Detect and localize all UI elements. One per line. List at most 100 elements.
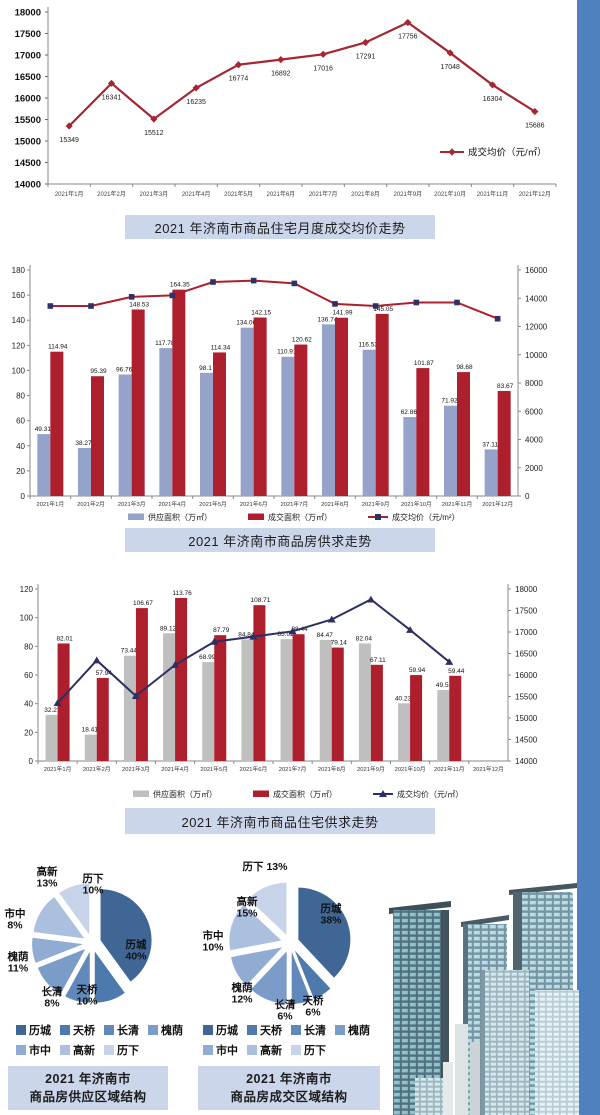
svg-text:2021年5月: 2021年5月 [200,765,228,773]
svg-text:18.41: 18.41 [82,727,99,734]
svg-text:2021年5月: 2021年5月 [224,190,253,198]
svg-text:17500: 17500 [15,29,41,40]
front-glass-towers [415,970,579,1115]
svg-text:83.67: 83.67 [497,383,514,390]
svg-text:136.74: 136.74 [318,316,338,323]
svg-text:2021年11月: 2021年11月 [442,500,473,508]
svg-text:2021年12月: 2021年12月 [519,190,551,198]
svg-text:67.11: 67.11 [370,657,386,664]
svg-text:历下 13%: 历下 13% [243,861,289,873]
svg-text:2021年2月: 2021年2月 [97,190,126,198]
svg-text:20: 20 [24,728,33,737]
svg-text:71.92: 71.92 [441,398,458,405]
svg-text:2021年11月: 2021年11月 [434,765,465,773]
pie1-title: 2021 年济南市 商品房供应区域结构 [8,1066,168,1110]
pie1-title-line1: 2021 年济南市 [45,1071,131,1086]
svg-text:2021年11月: 2021年11月 [477,190,509,198]
svg-text:80: 80 [16,392,25,401]
svg-text:60: 60 [16,417,25,426]
svg-text:100: 100 [12,366,26,375]
svg-text:长清6%: 长清 6% [275,998,296,1023]
svg-text:14000: 14000 [525,294,548,303]
legend-label: 历下 [117,1045,139,1057]
svg-text:2021年2月: 2021年2月 [83,765,111,773]
legend-swatch-icon [291,1025,301,1035]
svg-text:16500: 16500 [515,650,538,659]
svg-text:62.86: 62.86 [401,409,418,416]
svg-text:116.53: 116.53 [358,342,378,349]
pie2-title-line1: 2021 年济南市 [246,1071,332,1086]
legend-swatch-icon [16,1025,26,1035]
svg-text:16500: 16500 [15,72,41,83]
svg-text:成交面积（万㎡）: 成交面积（万㎡） [273,789,337,799]
svg-text:17048: 17048 [440,64,460,71]
legend-swatch-icon [247,1025,257,1035]
svg-text:15512: 15512 [144,130,164,137]
svg-text:6000: 6000 [525,407,543,416]
legend-swatch-icon [247,1045,257,1055]
svg-text:16304: 16304 [483,96,503,103]
pie-legend-row: 市中 高新 历下 [203,1042,378,1058]
svg-text:2021年3月: 2021年3月 [122,765,150,773]
legend-label: 长清 [304,1025,326,1037]
svg-text:108.71: 108.71 [250,597,270,604]
svg-text:113.76: 113.76 [172,590,192,597]
svg-text:15000: 15000 [515,714,538,723]
svg-text:10000: 10000 [525,351,548,360]
svg-text:2000: 2000 [525,464,543,473]
svg-text:164.35: 164.35 [170,282,190,289]
pie-legend-row: 历城 天桥 长清 槐荫 [16,1022,186,1038]
svg-text:114.94: 114.94 [48,344,68,351]
svg-text:2021年6月: 2021年6月 [240,765,268,773]
svg-text:成交均价（元/㎡）: 成交均价（元/㎡） [468,147,547,159]
pie-legend-item-高新: 高新 [60,1042,95,1058]
legend-label: 历下 [304,1045,326,1057]
svg-text:134.06: 134.06 [236,320,256,327]
svg-text:59.44: 59.44 [448,668,465,675]
svg-text:2021年8月: 2021年8月 [318,765,346,773]
legend-swatch-icon [60,1025,70,1035]
svg-text:110.91: 110.91 [277,349,297,356]
svg-text:15500: 15500 [15,115,41,126]
pie-legend-item-槐荫: 槐荫 [335,1022,370,1038]
supply-region-pie-chart: 历城 40% 天桥 10% 长清 8% 槐荫 11% 市中 8% 高新 13% 历下 10% [5,865,152,1010]
supply-region-pie-legend: 历城 天桥 长清 槐荫市中 高新 历下 [16,1022,186,1058]
svg-text:89.12: 89.12 [160,625,177,632]
svg-text:101.87: 101.87 [414,360,434,367]
svg-text:2021年10月: 2021年10月 [395,765,426,773]
svg-text:2021年4月: 2021年4月 [158,500,186,508]
svg-text:16000: 16000 [515,671,538,680]
chart1-title: 2021 年济南市商品住宅月度成交均价走势 [125,215,435,239]
legend-label: 历城 [216,1025,238,1037]
svg-text:18000: 18000 [515,585,538,594]
svg-text:120.62: 120.62 [292,337,312,344]
svg-text:2021年3月: 2021年3月 [139,190,168,198]
svg-text:成交面积（万㎡）: 成交面积（万㎡） [268,512,332,522]
svg-text:0: 0 [525,492,530,501]
legend-swatch-icon [203,1025,213,1035]
svg-text:14000: 14000 [15,180,41,191]
legend-label: 市中 [29,1045,51,1057]
svg-text:2021年1月: 2021年1月 [36,500,64,508]
svg-text:16774: 16774 [229,76,249,83]
svg-text:2021年10月: 2021年10月 [434,190,466,198]
svg-text:17756: 17756 [398,33,418,40]
svg-text:2021年3月: 2021年3月 [118,500,146,508]
svg-text:2021年7月: 2021年7月 [280,500,308,508]
chart3-title: 2021 年济南市商品住宅供求走势 [125,808,435,834]
svg-text:2021年9月: 2021年9月 [357,765,385,773]
svg-text:84.47: 84.47 [317,632,334,639]
svg-text:98.1: 98.1 [199,365,212,372]
svg-text:2021年12月: 2021年12月 [482,500,513,508]
svg-text:长清8%: 长清 8% [42,985,63,1010]
legend-swatch-icon [291,1045,301,1055]
svg-text:2021年8月: 2021年8月 [351,190,380,198]
svg-text:17500: 17500 [515,607,538,616]
svg-text:100: 100 [20,614,34,623]
svg-text:供应面积（万㎡）: 供应面积（万㎡） [148,512,212,522]
